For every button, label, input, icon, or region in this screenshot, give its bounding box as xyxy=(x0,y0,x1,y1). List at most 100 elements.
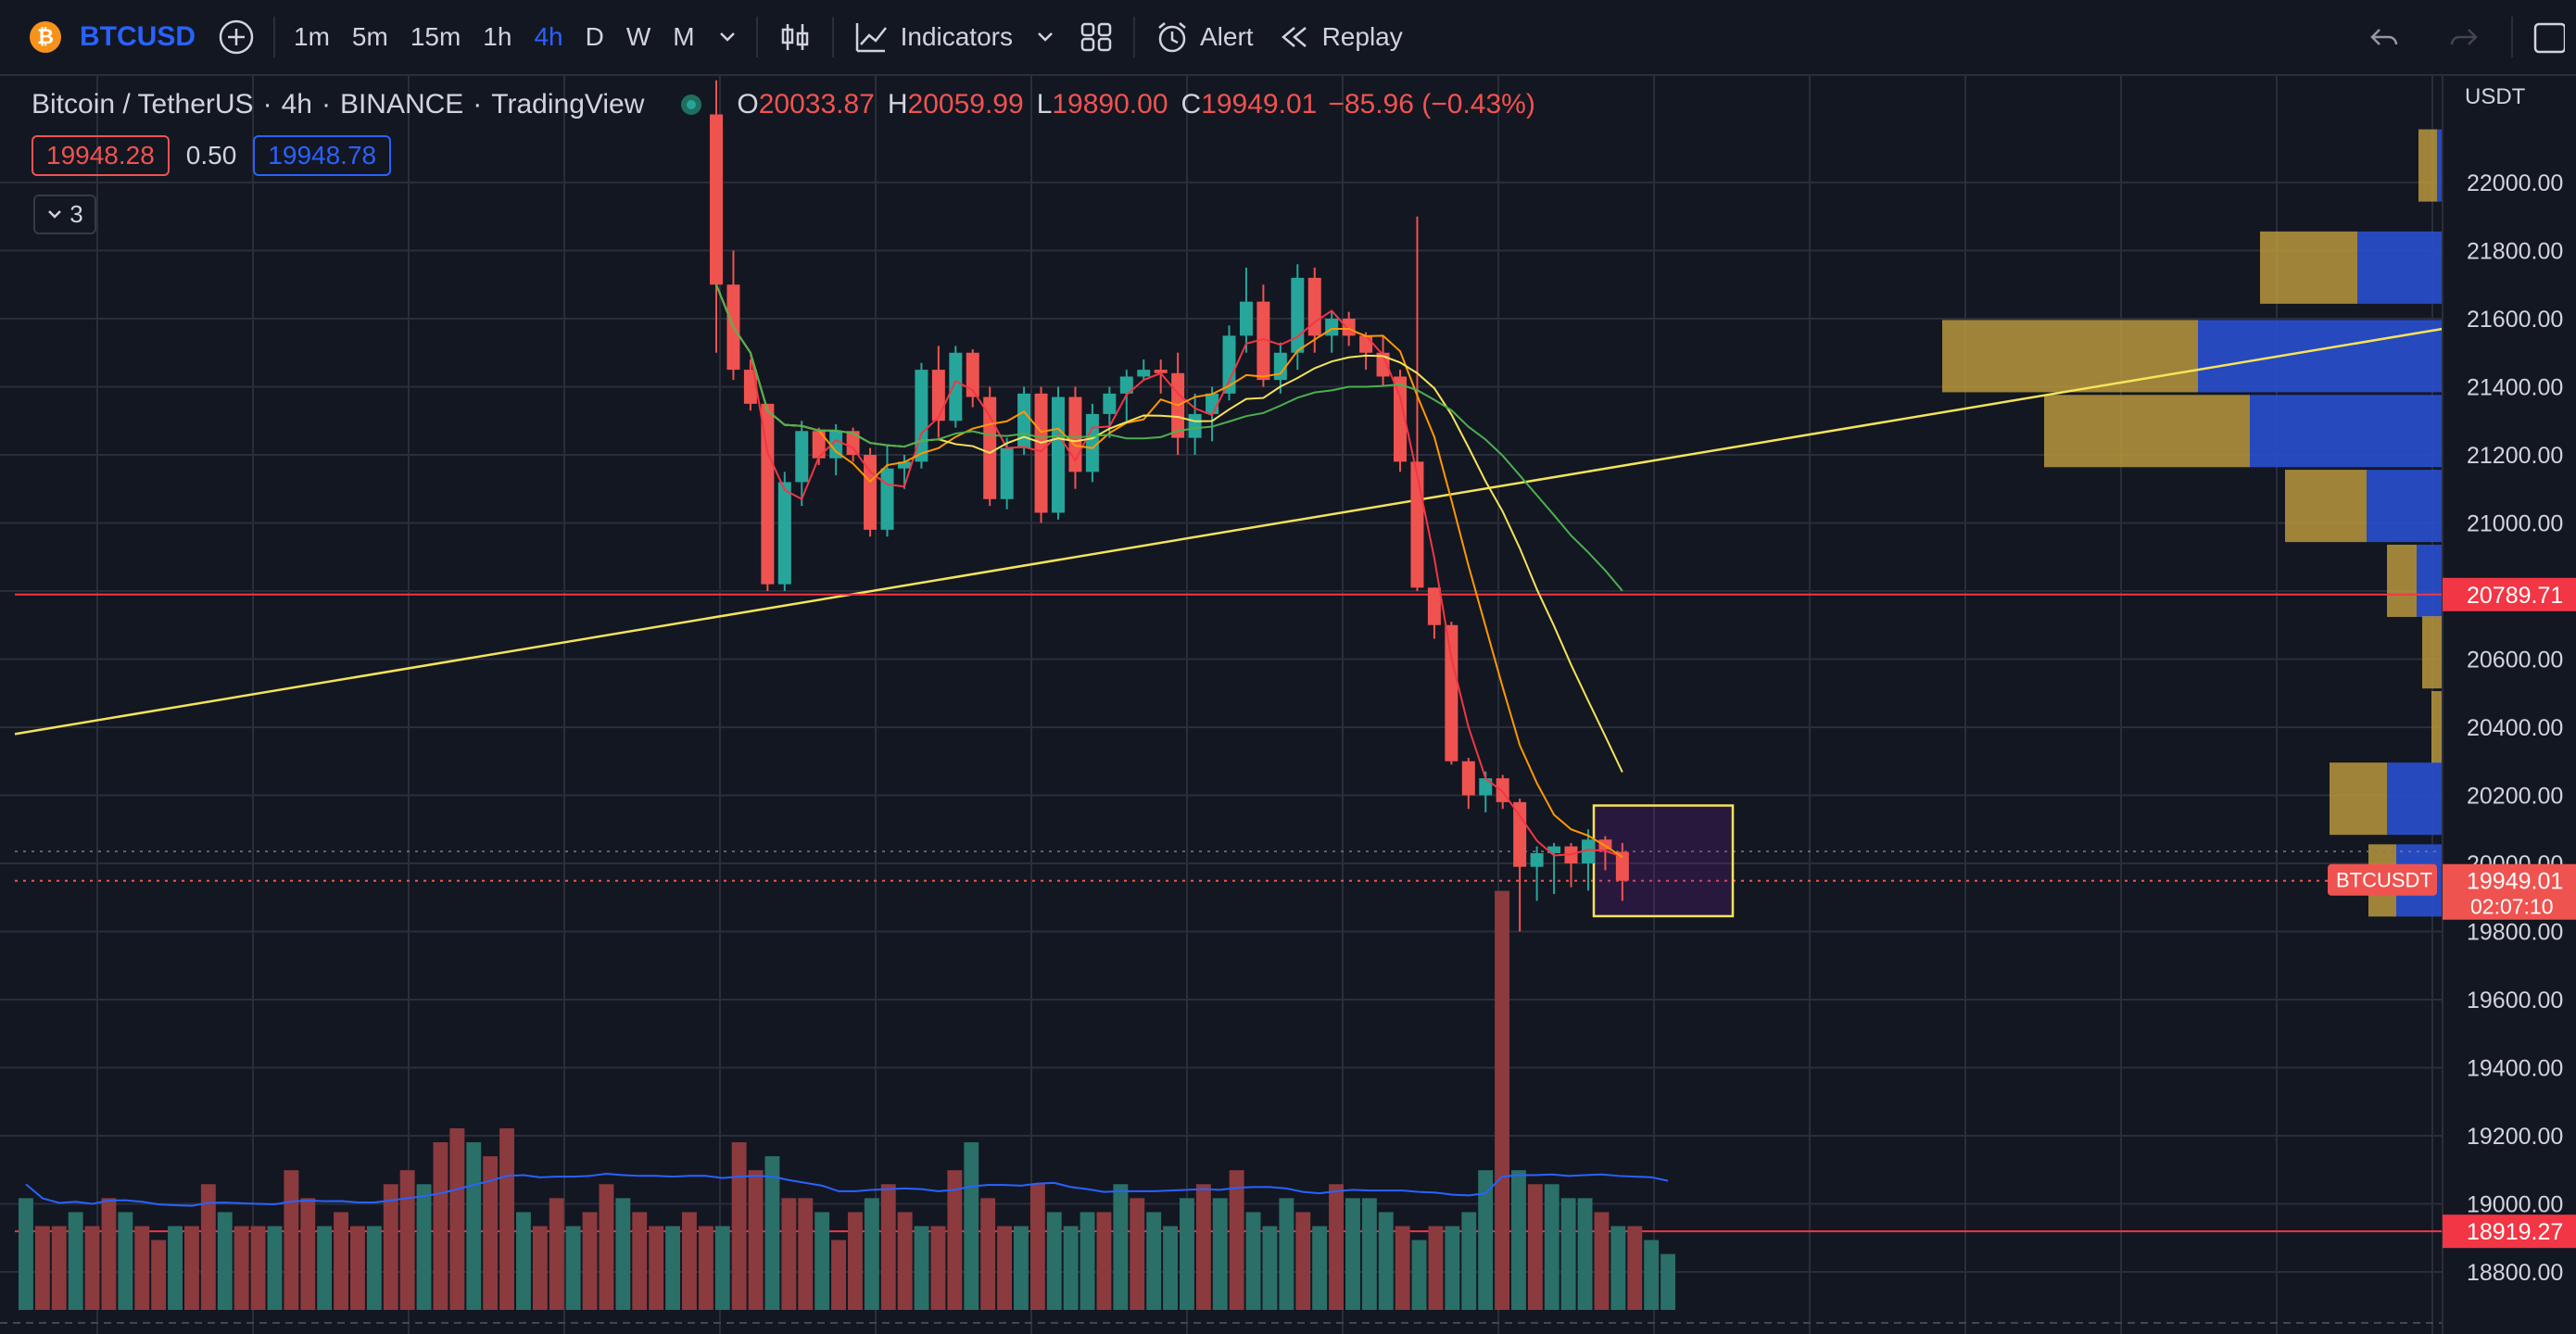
volume-bar xyxy=(1080,1212,1095,1310)
candle-body xyxy=(1256,301,1270,381)
candle-body xyxy=(1359,335,1373,353)
volume-profile-up-bar xyxy=(2285,470,2367,543)
interval-dropdown[interactable] xyxy=(706,0,749,74)
candle-body xyxy=(983,396,997,499)
volume-bar xyxy=(118,1212,133,1310)
indicators-toggle[interactable]: 3 xyxy=(33,195,96,234)
alert-button[interactable]: Alert xyxy=(1143,0,1265,74)
volume-bar xyxy=(1046,1212,1062,1310)
volume-profile-down-bar xyxy=(2417,544,2443,617)
volume-bar xyxy=(1329,1184,1344,1310)
order-quotes: 19948.28 0.50 19948.78 xyxy=(32,135,392,176)
candle-body xyxy=(1427,587,1441,625)
volume-bar xyxy=(1229,1170,1244,1310)
candle-body xyxy=(846,431,860,455)
replay-button[interactable]: Replay xyxy=(1265,0,1414,74)
volume-bar xyxy=(1063,1226,1079,1310)
bitcoin-icon: ₿ xyxy=(30,21,61,53)
rectangle-drawing xyxy=(1592,804,1735,918)
interval-1m[interactable]: 1m xyxy=(294,22,330,51)
compare-add-button[interactable] xyxy=(207,0,266,74)
legend-interval: 4h xyxy=(281,89,312,120)
close-value: 19949.01 xyxy=(1201,89,1318,120)
price-tick-label: 19200.00 xyxy=(2467,1124,2563,1150)
price-tick-label: 19000.00 xyxy=(2467,1192,2563,1218)
candle-body xyxy=(949,352,963,422)
volume-bar xyxy=(1361,1198,1377,1310)
volume-bar xyxy=(1295,1212,1311,1310)
open-label: O xyxy=(737,89,759,120)
volume-bar xyxy=(880,1184,896,1310)
interval-d[interactable]: D xyxy=(585,22,604,51)
volume-bar xyxy=(565,1226,581,1310)
volume-bar xyxy=(1014,1226,1029,1310)
symbol-search[interactable]: ₿ BTCUSD xyxy=(0,0,207,74)
volume-bar xyxy=(665,1226,680,1310)
volume-bar xyxy=(997,1226,1012,1310)
candle-body xyxy=(1273,352,1287,381)
volume-bar xyxy=(1096,1212,1112,1310)
volume-bar xyxy=(947,1170,963,1310)
volume-bar xyxy=(84,1226,100,1310)
volume-bar xyxy=(1428,1226,1444,1310)
volume-bar xyxy=(798,1198,814,1310)
low-value: 19890.00 xyxy=(1052,89,1168,120)
indicators-dropdown[interactable] xyxy=(1024,0,1067,74)
candle-body xyxy=(1103,393,1117,414)
volume-profile-up-bar xyxy=(2387,544,2417,617)
history-tools xyxy=(2355,0,2576,74)
price-chart[interactable]: USDT 22000.00 21800.00 21600.00 21400.00 2120… xyxy=(0,76,2576,1334)
interval-1h[interactable]: 1h xyxy=(483,22,512,51)
indicators-button[interactable]: Indicators xyxy=(841,0,1024,74)
open-value: 20033.87 xyxy=(758,89,875,120)
interval-15m[interactable]: 15m xyxy=(410,22,461,51)
undo-button[interactable] xyxy=(2355,0,2415,74)
candle-body xyxy=(1000,447,1014,499)
interval-w[interactable]: W xyxy=(625,22,651,51)
candle-body xyxy=(1325,319,1339,336)
spread-value: 0.50 xyxy=(185,141,237,170)
divider xyxy=(1133,17,1135,57)
volume-bar xyxy=(1146,1212,1162,1310)
candle-body xyxy=(812,431,826,459)
buy-price-button[interactable]: 19948.78 xyxy=(253,135,392,176)
interval-4h[interactable]: 4h xyxy=(534,22,563,51)
volume-bar xyxy=(317,1226,333,1310)
candle-body xyxy=(795,431,809,483)
window-icon xyxy=(2533,22,2565,54)
volume-bar xyxy=(51,1226,67,1310)
moving-average-mid-line xyxy=(715,283,1623,859)
volume-bar xyxy=(714,1226,730,1310)
level-label-lower-background xyxy=(2443,1214,2576,1249)
volume-average-line xyxy=(25,1173,1669,1207)
volume-bar xyxy=(516,1212,531,1310)
candle-body xyxy=(743,370,757,404)
legend-separator: · xyxy=(473,89,483,120)
layout-grid-icon xyxy=(1080,22,1112,52)
volume-bar xyxy=(284,1170,299,1310)
volume-bar xyxy=(433,1142,448,1310)
fullscreen-button[interactable] xyxy=(2520,0,2576,74)
market-open-indicator xyxy=(681,94,702,115)
interval-5m[interactable]: 5m xyxy=(351,22,388,51)
volume-bar xyxy=(383,1184,398,1310)
legend-pair: Bitcoin / TetherUS xyxy=(32,89,254,120)
templates-button[interactable] xyxy=(1067,0,1126,74)
interval-m[interactable]: M xyxy=(673,22,695,51)
candle-body xyxy=(1119,376,1133,394)
currency-label: USDT xyxy=(2465,84,2526,109)
redo-button[interactable] xyxy=(2433,0,2493,74)
candle-body xyxy=(915,370,928,462)
volume-bar xyxy=(399,1170,415,1310)
last-price-label: 19949.01 xyxy=(2467,869,2563,895)
alarm-clock-icon xyxy=(1158,22,1186,53)
volume-bar xyxy=(731,1142,747,1310)
price-tick-label: 19600.00 xyxy=(2467,988,2563,1013)
volume-bar xyxy=(19,1198,33,1310)
volume-bar xyxy=(615,1198,631,1310)
sell-price-button[interactable]: 19948.28 xyxy=(32,135,170,176)
chart-type-button[interactable] xyxy=(765,0,825,74)
moving-average-long-line xyxy=(715,283,1623,592)
volume-bar xyxy=(1312,1226,1328,1310)
volume-profile-down-bar xyxy=(2437,129,2443,202)
